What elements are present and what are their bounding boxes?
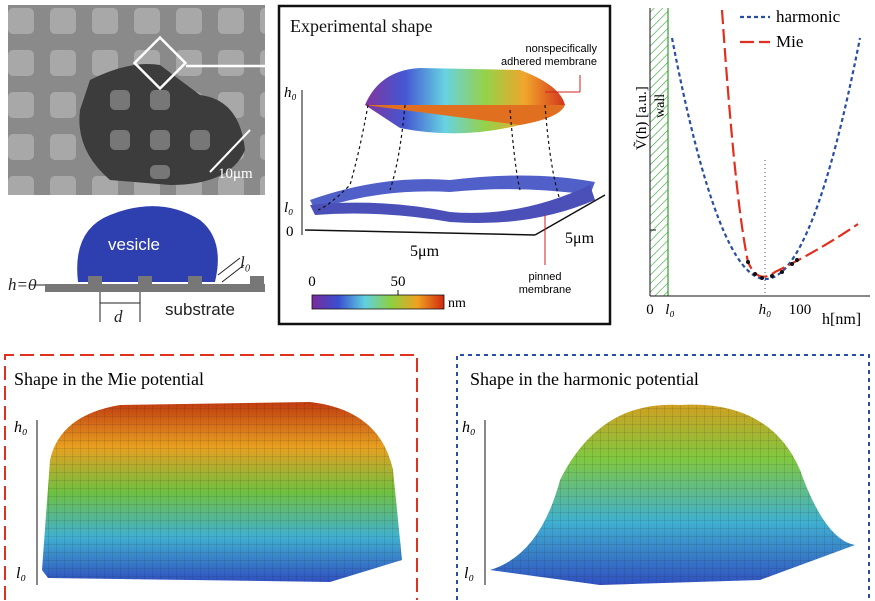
x-tick-label: 100	[789, 302, 812, 318]
h0-label: h₀	[284, 85, 297, 101]
l0-label: l₀	[16, 565, 26, 582]
harmonic-mesh	[490, 405, 855, 585]
x-label: h[nm]	[822, 311, 861, 328]
harmonic-panel: Shape in the harmonic potential h₀ l₀	[457, 355, 869, 600]
colorbar	[312, 295, 444, 309]
text-line: membrane	[519, 284, 572, 296]
text-line: nonspecifically	[525, 43, 597, 55]
legend-entry: Mie	[776, 32, 803, 51]
d-label: d	[114, 307, 123, 326]
substrate-shape	[45, 284, 265, 292]
x-tick-label: l₀	[665, 302, 674, 318]
zero-label: 0	[286, 224, 294, 240]
substrate-label: substrate	[165, 300, 235, 319]
h0-label: h₀	[14, 419, 28, 436]
colorbar-tick: 50	[391, 274, 406, 290]
h0-label: h₀	[462, 419, 476, 436]
l0-label: l₀	[240, 253, 251, 272]
text-line: pinned	[528, 271, 561, 283]
legend-entry: harmonic	[776, 7, 841, 26]
mie-panel: Shape in the Mie potential h₀ l₀	[5, 355, 417, 600]
potential-panel: Ṽ(h) [a.u.] wall harmonic Mie 0 l₀ h₀ 10…	[633, 7, 870, 328]
vesicle-label: vesicle	[108, 235, 160, 254]
l0-label: l₀	[464, 565, 474, 582]
x-tick-label: 0	[646, 302, 654, 318]
x-tick-label: h₀	[759, 302, 772, 318]
schematic: vesicle substrate h=0 d l₀	[8, 206, 265, 326]
colorbar-tick: 0	[308, 274, 316, 290]
panel-title: Shape in the harmonic potential	[470, 369, 699, 389]
figure: 10μm vesicle substrate h=0 d l₀ Experime…	[0, 0, 875, 601]
wall-label: wall	[653, 94, 668, 118]
l0-label: l₀	[284, 200, 293, 216]
scale-label: 10μm	[218, 166, 253, 182]
panel-title: Shape in the Mie potential	[14, 369, 204, 389]
y-extent: 5μm	[565, 230, 595, 247]
x-extent: 5μm	[410, 243, 440, 260]
colorbar-unit: nm	[448, 296, 466, 311]
experimental-panel: Experimental shape h₀ l₀ 0 5μm 5μm nonsp…	[279, 6, 610, 324]
mie-mesh	[42, 402, 402, 582]
harmonic-curve	[672, 38, 860, 279]
panel-title: Experimental shape	[290, 16, 432, 36]
y-label: Ṽ(h) [a.u.]	[633, 86, 650, 150]
wall	[650, 8, 668, 296]
text-line: adhered membrane	[501, 56, 597, 68]
data-points	[746, 258, 799, 280]
microscopy-panel: 10μm	[8, 5, 280, 195]
